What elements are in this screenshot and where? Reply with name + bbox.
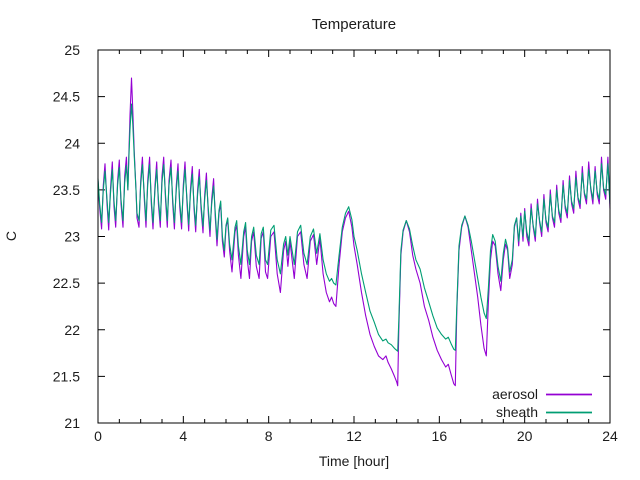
axis-tick-labels: 21 21.5 22 22.5 23 23.5 24 24.5 25 0 4 8 12 16 20 24 [53, 42, 618, 444]
x-tick-label: 12 [346, 428, 362, 444]
x-tick-label: 8 [265, 428, 273, 444]
legend-label-aerosol: aerosol [492, 386, 538, 402]
x-tick-label: 24 [602, 428, 618, 444]
legend-entry-sheath: sheath [496, 404, 592, 420]
y-tick-label: 23.5 [53, 182, 80, 198]
x-tick-label: 4 [179, 428, 187, 444]
series-lines [97, 77, 611, 387]
y-tick-label: 24 [64, 135, 80, 151]
x-tick-label: 0 [94, 428, 102, 444]
y-axis-label: C [3, 231, 19, 241]
x-axis-label: Time [hour] [319, 453, 389, 469]
legend: aerosol sheath [492, 386, 592, 420]
y-tick-label: 24.5 [53, 89, 80, 105]
x-tick-label: 16 [432, 428, 448, 444]
y-tick-label: 22 [64, 322, 80, 338]
chart-title: Temperature [312, 16, 396, 33]
y-tick-label: 21 [64, 415, 80, 431]
y-tick-label: 21.5 [53, 368, 80, 384]
series-line-aerosol [97, 77, 611, 387]
series-line-sheath [97, 103, 611, 352]
legend-entry-aerosol: aerosol [492, 386, 592, 402]
x-tick-label: 20 [517, 428, 533, 444]
plot-border [97, 49, 611, 424]
legend-label-sheath: sheath [496, 404, 538, 420]
y-tick-label: 25 [64, 42, 80, 58]
y-tick-label: 23 [64, 229, 80, 245]
y-tick-label: 22.5 [53, 275, 80, 291]
